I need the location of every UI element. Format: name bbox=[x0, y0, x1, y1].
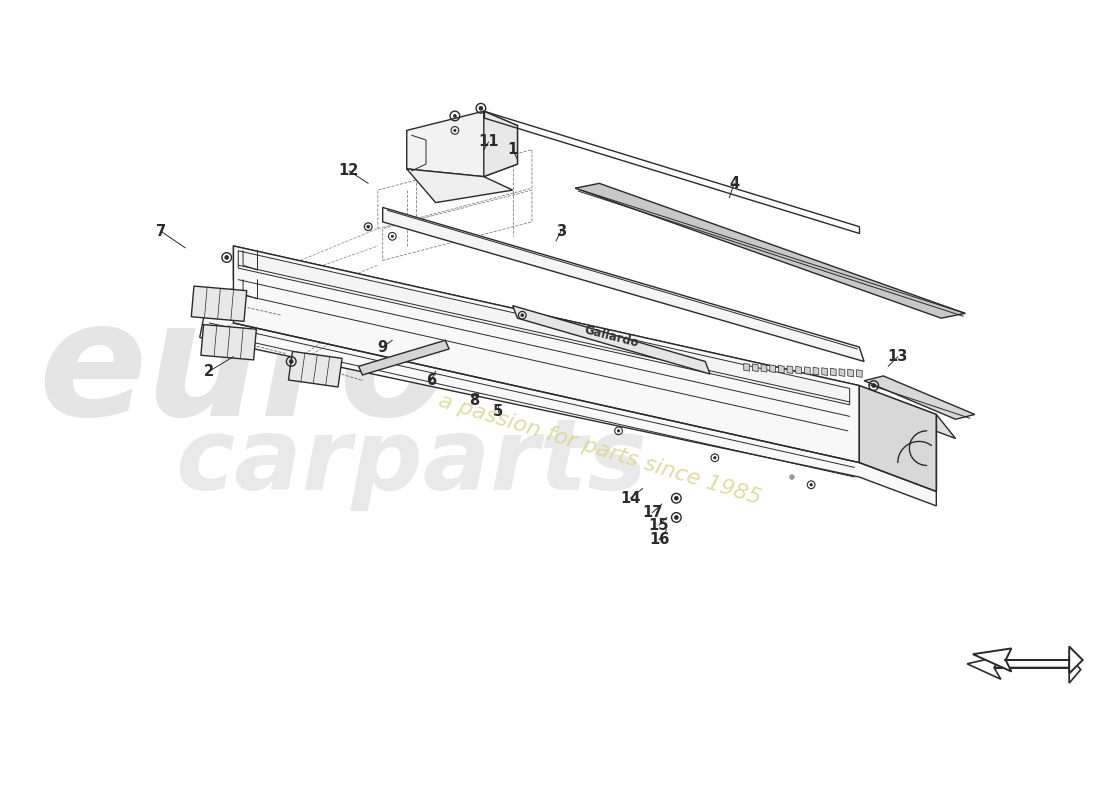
Circle shape bbox=[520, 314, 524, 317]
Text: 1: 1 bbox=[507, 142, 518, 157]
Polygon shape bbox=[201, 325, 256, 360]
Text: 9: 9 bbox=[377, 339, 387, 354]
Polygon shape bbox=[233, 246, 859, 462]
Text: 3: 3 bbox=[556, 224, 565, 239]
Polygon shape bbox=[761, 364, 767, 372]
Text: carparts: carparts bbox=[176, 414, 648, 511]
Text: euro: euro bbox=[37, 294, 449, 449]
Text: 2: 2 bbox=[205, 364, 214, 378]
Polygon shape bbox=[822, 368, 827, 375]
Text: 16: 16 bbox=[649, 532, 669, 547]
Polygon shape bbox=[513, 306, 710, 374]
Polygon shape bbox=[967, 656, 1080, 683]
Polygon shape bbox=[770, 365, 776, 373]
Polygon shape bbox=[804, 366, 811, 374]
Text: Gallardo: Gallardo bbox=[583, 323, 640, 350]
Polygon shape bbox=[865, 376, 975, 419]
Text: 13: 13 bbox=[888, 349, 907, 364]
Text: 12: 12 bbox=[339, 163, 360, 178]
Circle shape bbox=[478, 106, 483, 110]
Polygon shape bbox=[830, 368, 836, 376]
Text: 5: 5 bbox=[493, 404, 504, 419]
Circle shape bbox=[366, 226, 370, 228]
Polygon shape bbox=[407, 111, 517, 177]
Polygon shape bbox=[191, 286, 246, 322]
Polygon shape bbox=[359, 340, 449, 375]
Text: 8: 8 bbox=[469, 393, 480, 407]
Polygon shape bbox=[243, 258, 855, 402]
Circle shape bbox=[289, 359, 293, 363]
Polygon shape bbox=[795, 366, 802, 374]
Polygon shape bbox=[813, 367, 818, 375]
Polygon shape bbox=[288, 351, 342, 387]
Text: 11: 11 bbox=[478, 134, 498, 150]
Circle shape bbox=[714, 457, 716, 459]
Polygon shape bbox=[744, 363, 749, 371]
Text: 15: 15 bbox=[649, 518, 669, 533]
Polygon shape bbox=[575, 183, 965, 318]
Text: a passion for parts since 1985: a passion for parts since 1985 bbox=[436, 391, 763, 509]
Polygon shape bbox=[233, 246, 879, 410]
Polygon shape bbox=[383, 207, 865, 362]
Polygon shape bbox=[859, 386, 956, 438]
Circle shape bbox=[810, 483, 813, 486]
Polygon shape bbox=[972, 646, 1082, 674]
Text: 17: 17 bbox=[642, 505, 662, 520]
Polygon shape bbox=[752, 364, 758, 371]
Circle shape bbox=[674, 515, 679, 519]
Polygon shape bbox=[407, 169, 513, 202]
Text: 14: 14 bbox=[620, 490, 640, 506]
Text: 6: 6 bbox=[426, 374, 436, 388]
Circle shape bbox=[224, 255, 229, 259]
Circle shape bbox=[674, 496, 679, 500]
Circle shape bbox=[790, 474, 794, 479]
Circle shape bbox=[453, 130, 456, 131]
Circle shape bbox=[392, 235, 394, 238]
Polygon shape bbox=[779, 366, 784, 373]
Polygon shape bbox=[857, 370, 862, 378]
Polygon shape bbox=[848, 369, 854, 377]
Text: 4: 4 bbox=[729, 176, 739, 191]
Text: 7: 7 bbox=[156, 224, 166, 239]
Circle shape bbox=[617, 430, 619, 432]
Circle shape bbox=[872, 384, 876, 387]
Polygon shape bbox=[788, 366, 793, 374]
Polygon shape bbox=[859, 386, 936, 491]
Circle shape bbox=[453, 114, 456, 118]
Polygon shape bbox=[484, 111, 517, 177]
Polygon shape bbox=[200, 314, 936, 506]
Polygon shape bbox=[239, 250, 849, 405]
Polygon shape bbox=[839, 369, 845, 377]
